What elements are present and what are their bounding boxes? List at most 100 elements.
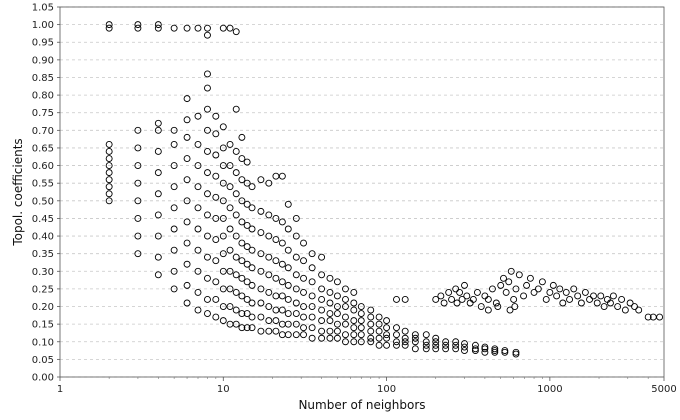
data-point bbox=[278, 292, 286, 300]
data-point bbox=[342, 313, 349, 321]
data-point bbox=[432, 338, 440, 346]
data-point bbox=[401, 338, 409, 346]
data-point bbox=[401, 341, 409, 349]
data-point bbox=[212, 278, 220, 286]
data-point bbox=[232, 169, 240, 177]
data-point bbox=[105, 197, 113, 205]
data-point bbox=[357, 338, 365, 346]
y-tick-label: 0.15 bbox=[32, 320, 54, 331]
data-point bbox=[515, 271, 523, 279]
data-point bbox=[556, 285, 564, 293]
x-axis-ticks: 1 10 100 1000 5000 bbox=[57, 377, 677, 395]
data-point bbox=[243, 200, 251, 208]
data-point bbox=[232, 190, 240, 198]
data-point bbox=[248, 225, 256, 233]
data-point bbox=[546, 288, 554, 296]
y-tick-label: 0.55 bbox=[32, 179, 54, 190]
data-point bbox=[219, 317, 227, 325]
data-point bbox=[326, 317, 334, 325]
data-point bbox=[481, 292, 489, 300]
data-point bbox=[375, 327, 383, 335]
data-point bbox=[226, 225, 234, 233]
data-point bbox=[170, 183, 178, 191]
data-point bbox=[134, 126, 142, 134]
data-point bbox=[367, 327, 375, 335]
data-point bbox=[265, 271, 273, 279]
data-point bbox=[326, 288, 334, 296]
data-point bbox=[456, 288, 464, 296]
data-point bbox=[292, 320, 300, 328]
data-point bbox=[183, 197, 191, 205]
data-point bbox=[520, 292, 528, 300]
data-point bbox=[243, 260, 251, 268]
data-point bbox=[170, 285, 178, 293]
data-point bbox=[300, 303, 307, 310]
data-point bbox=[401, 327, 409, 335]
data-point bbox=[586, 296, 594, 303]
data-point bbox=[278, 218, 286, 226]
data-point bbox=[204, 31, 211, 39]
data-point bbox=[566, 296, 574, 303]
data-point bbox=[422, 341, 430, 349]
data-point bbox=[512, 348, 520, 356]
data-point bbox=[154, 169, 162, 177]
data-point bbox=[212, 151, 220, 159]
data-point bbox=[204, 274, 211, 282]
data-point bbox=[506, 306, 514, 314]
data-point bbox=[238, 274, 246, 282]
data-point bbox=[292, 331, 300, 339]
y-tick-label: 1.05 bbox=[32, 3, 54, 14]
data-point bbox=[350, 338, 358, 346]
data-point bbox=[170, 140, 178, 148]
y-tick-label: 0.40 bbox=[32, 232, 54, 243]
data-point bbox=[502, 288, 510, 296]
data-point bbox=[212, 193, 220, 201]
data-point bbox=[367, 338, 375, 346]
data-point bbox=[232, 148, 240, 155]
data-point bbox=[226, 246, 234, 254]
data-point bbox=[265, 253, 273, 261]
data-point bbox=[238, 218, 246, 226]
data-point bbox=[318, 327, 326, 335]
data-point bbox=[194, 225, 202, 233]
data-point bbox=[590, 292, 597, 300]
data-point bbox=[512, 285, 520, 293]
data-point bbox=[367, 306, 375, 314]
data-point bbox=[183, 299, 191, 307]
data-point bbox=[621, 306, 629, 314]
data-point bbox=[491, 347, 499, 355]
data-point bbox=[626, 299, 634, 307]
data-point bbox=[452, 285, 460, 293]
data-point bbox=[134, 21, 142, 29]
data-point bbox=[212, 313, 220, 321]
data-point bbox=[272, 327, 280, 335]
data-point bbox=[350, 299, 358, 307]
data-point bbox=[243, 179, 251, 187]
data-point bbox=[212, 112, 220, 120]
data-point bbox=[440, 299, 448, 307]
data-point bbox=[204, 70, 211, 78]
data-point bbox=[491, 348, 499, 356]
grid-lines bbox=[60, 6, 664, 378]
data-point bbox=[204, 126, 211, 134]
data-point bbox=[530, 288, 538, 296]
data-point bbox=[232, 105, 240, 113]
data-point bbox=[422, 331, 430, 339]
data-point bbox=[248, 264, 256, 272]
data-point bbox=[238, 257, 246, 265]
data-point bbox=[644, 313, 652, 321]
data-point bbox=[422, 345, 430, 353]
data-point bbox=[318, 271, 326, 279]
data-point bbox=[432, 345, 440, 353]
data-point bbox=[183, 176, 191, 184]
data-point bbox=[452, 341, 460, 349]
data-point bbox=[318, 285, 326, 293]
data-point bbox=[492, 299, 500, 307]
x-tick-label: 1 bbox=[57, 384, 63, 395]
data-point bbox=[367, 313, 375, 321]
data-point bbox=[500, 274, 507, 282]
data-point bbox=[375, 341, 383, 349]
data-point bbox=[154, 271, 162, 279]
data-point bbox=[512, 350, 520, 358]
data-point bbox=[342, 331, 349, 339]
